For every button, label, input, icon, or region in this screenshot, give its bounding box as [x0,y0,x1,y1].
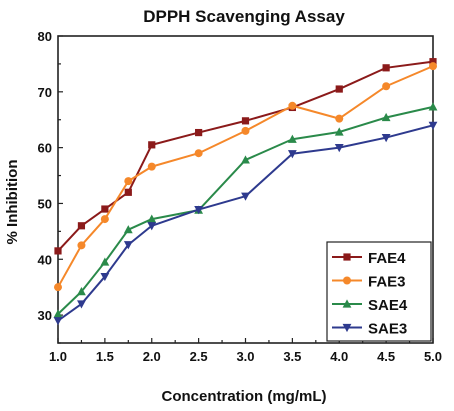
data-point-fae4 [429,58,437,66]
data-point-sae4 [334,127,344,136]
chart-title: DPPH Scavenging Assay [143,7,345,26]
data-point-sae4 [287,134,297,143]
legend-label: FAE4 [368,250,406,267]
data-point-fae3 [241,126,250,135]
data-point-fae4 [54,247,62,255]
data-point-sae3 [428,121,438,130]
legend-label: SAE4 [368,297,408,314]
data-point-sae3 [381,133,391,143]
y-tick-label: 30 [38,308,52,323]
data-point-fae3 [100,215,109,224]
data-point-fae3 [288,101,297,110]
data-point-fae3 [429,62,437,71]
data-point-sae3 [100,272,110,282]
legend-marker [342,323,352,333]
x-tick-label: 2.5 [190,349,208,364]
data-point-sae4 [77,287,86,296]
data-point-fae4 [195,128,203,137]
data-point-fae3 [194,149,203,158]
data-point-sae4 [53,309,63,318]
data-point-fae3 [382,82,391,91]
data-point-sae4 [428,102,438,111]
y-tick-label: 70 [38,85,52,100]
x-tick-label: 1.0 [49,349,67,364]
data-point-sae3 [77,300,86,309]
x-tick-label: 1.5 [96,349,114,364]
legend-label: SAE3 [368,321,407,338]
y-tick-label: 60 [38,141,52,156]
x-tick-label: 5.0 [424,349,442,364]
data-point-fae4 [124,188,132,196]
x-tick-label: 2.0 [143,349,161,364]
data-point-fae4 [77,222,86,230]
data-point-sae4 [147,214,157,223]
data-point-fae3 [147,162,156,171]
data-point-sae3 [123,241,133,250]
data-point-sae4 [100,257,110,266]
data-point-fae4 [148,141,156,149]
data-point-sae4 [123,225,133,234]
data-point-fae3 [335,114,344,123]
data-point-fae4 [382,64,390,72]
data-point-fae3 [124,177,133,186]
legend-marker [343,276,351,285]
legend-marker [343,253,351,261]
x-tick-label: 3.0 [236,349,254,364]
data-point-sae3 [147,222,157,231]
data-point-fae4 [335,85,343,93]
data-point-sae4 [241,155,250,164]
data-point-fae4 [101,205,109,213]
legend-label: FAE3 [368,274,406,291]
y-axis-label: % Inhibition [4,160,21,245]
x-tick-label: 4.0 [330,349,348,364]
data-point-sae3 [287,150,297,159]
y-tick-label: 40 [38,252,52,267]
data-point-sae4 [381,112,391,122]
data-point-fae3 [54,283,62,292]
data-point-sae3 [241,192,250,201]
data-point-fae4 [241,117,250,125]
data-point-sae3 [334,144,344,153]
data-point-fae3 [77,241,86,250]
y-tick-label: 80 [38,29,52,44]
plot-area: 1.0 1.5 2.0 2.5 3.0 3.5 4.0 4.5 5.0 30 40 50 60 70 80 [38,29,443,364]
data-point-sae3 [194,205,204,215]
legend: FAE4 FAE3 SAE4 SAE3 [326,241,432,342]
x-axis-label: Concentration (mg/mL) [162,388,327,405]
y-tick-label: 50 [38,196,52,211]
x-tick-label: 3.5 [283,349,301,364]
x-tick-label: 4.5 [377,349,395,364]
legend-marker [342,299,352,308]
data-point-sae3 [53,317,63,326]
